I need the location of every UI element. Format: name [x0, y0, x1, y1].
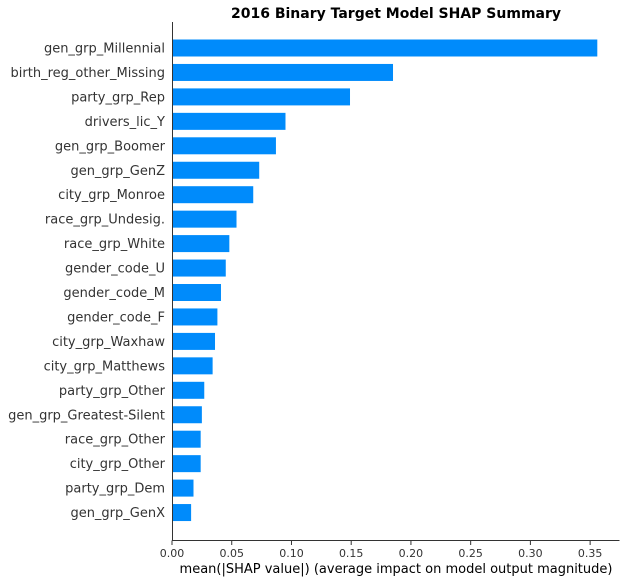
x-tick-label: 0.35 — [578, 547, 603, 560]
y-tick-label: gen_grp_Millennial — [44, 42, 165, 57]
x-tick-label: 0.15 — [339, 547, 364, 560]
bar-gen-grp-boomer — [172, 137, 276, 155]
y-tick-label: city_grp_Other — [70, 457, 166, 472]
bars-group — [172, 39, 598, 522]
x-tick-label: 0.30 — [518, 547, 543, 560]
y-tick-label: drivers_lic_Y — [85, 115, 165, 130]
y-tick-label: gen_grp_GenZ — [70, 164, 165, 179]
bar-gen-grp-millennial — [172, 39, 598, 57]
bar-party-grp-dem — [172, 479, 194, 497]
bar-gender-code-f — [172, 308, 218, 326]
y-tick-label: gen_grp_Greatest-Silent — [8, 408, 165, 423]
y-tick-label: party_grp_Rep — [71, 90, 165, 105]
y-tick-label: gender_code_U — [65, 262, 165, 277]
bar-gen-grp-greatest-silent — [172, 406, 202, 424]
y-labels-group: gen_grp_Millennial birth_reg_other_Missin… — [8, 42, 166, 522]
y-tick-label: gen_grp_GenX — [70, 506, 165, 521]
y-tick-label: gen_grp_Boomer — [55, 139, 166, 154]
y-tick-label: race_grp_Undesig. — [45, 213, 165, 228]
bar-drivers-lic-y — [172, 112, 286, 130]
x-tick-label: 0.10 — [279, 547, 304, 560]
x-tick-label: 0.20 — [399, 547, 424, 560]
bar-city-grp-waxhaw — [172, 332, 216, 350]
y-tick-label: gender_code_M — [63, 286, 165, 301]
bar-party-grp-other — [172, 381, 205, 399]
bar-city-grp-matthews — [172, 357, 213, 375]
bar-gender-code-u — [172, 259, 226, 277]
x-tick-label: 0.05 — [219, 547, 244, 560]
x-tick-label: 0.25 — [458, 547, 483, 560]
bar-city-grp-other — [172, 455, 201, 473]
bar-city-grp-monroe — [172, 186, 254, 204]
bar-gen-grp-genx — [172, 504, 192, 522]
y-tick-label: race_grp_White — [64, 237, 165, 252]
bar-party-grp-rep — [172, 88, 351, 106]
y-tick-label: city_grp_Monroe — [58, 188, 165, 203]
bar-birth-reg-other-missing — [172, 63, 394, 81]
bar-race-grp-undesig- — [172, 210, 237, 228]
chart-title: 2016 Binary Target Model SHAP Summary — [231, 6, 561, 22]
x-ticks-group: 0.00 0.05 0.10 0.15 0.20 0.25 0.30 0.35 — [160, 540, 603, 560]
y-tick-label: party_grp_Other — [59, 384, 166, 399]
x-axis-label: mean(|SHAP value|) (average impact on mo… — [180, 562, 613, 577]
bar-gen-grp-genz — [172, 161, 260, 179]
y-tick-label: city_grp_Matthews — [44, 359, 166, 374]
y-tick-label: city_grp_Waxhaw — [52, 335, 165, 350]
y-tick-label: party_grp_Dem — [65, 482, 165, 497]
bar-gender-code-m — [172, 284, 221, 301]
y-tick-label: race_grp_Other — [65, 433, 166, 448]
y-tick-label: gender_code_F — [67, 310, 165, 325]
bar-race-grp-white — [172, 235, 230, 253]
bar-race-grp-other — [172, 430, 201, 448]
x-tick-label: 0.00 — [160, 547, 185, 560]
y-tick-label: birth_reg_other_Missing — [11, 66, 165, 81]
